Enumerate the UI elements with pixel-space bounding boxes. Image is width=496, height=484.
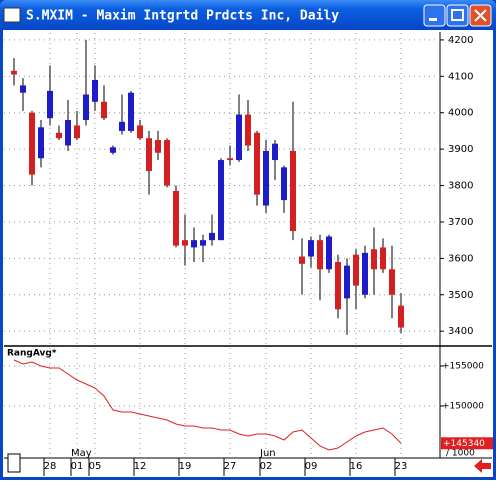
month-label: May [71, 448, 92, 459]
candle-body [227, 158, 233, 161]
candle-body [236, 114, 242, 161]
candle-body [101, 101, 107, 119]
candle-body [65, 120, 71, 146]
candle-body [56, 132, 62, 139]
y-tick-label: 3900 [448, 144, 473, 155]
y-tick-label: +150000 [442, 402, 484, 412]
y-tick-label: 3800 [448, 181, 473, 192]
candle-body [290, 150, 296, 232]
y-tick-label: 4200 [448, 35, 473, 46]
candle-body [353, 254, 359, 286]
window-title: S.MXIM - Maxim Intgrtd Prdcts Inc, Daily [26, 9, 339, 24]
candle-body [191, 240, 197, 248]
x-tick-label: 09 [305, 461, 318, 472]
candle-body [299, 256, 305, 264]
candle-body [317, 240, 323, 270]
candle-body [92, 79, 98, 102]
candle-body [164, 140, 170, 186]
candle-body [155, 140, 161, 153]
candle-body [398, 305, 404, 328]
candle-body [200, 240, 206, 246]
candle-body [263, 150, 269, 206]
candle-body [38, 127, 44, 159]
x-tick-label: 16 [350, 461, 363, 472]
candle-body [254, 132, 260, 195]
x-tick-label: 19 [179, 461, 192, 472]
candle-body [308, 240, 314, 257]
x-tick-label: 28 [44, 461, 57, 472]
y-tick-label: 3700 [448, 217, 473, 228]
y-tick-label: 3500 [448, 290, 473, 301]
scroll-arrow[interactable] [474, 459, 491, 473]
scale-note: / 1000 [446, 449, 475, 459]
candle-body [209, 232, 215, 241]
maximize-button[interactable] [446, 4, 469, 27]
x-tick-label: 27 [224, 461, 237, 472]
candle-body [20, 85, 26, 93]
y-tick-label: 3600 [448, 253, 473, 264]
last-value-label: +145340 [443, 439, 485, 449]
y-tick-label: 3400 [448, 326, 473, 337]
candle-body [74, 125, 80, 139]
candle-body [362, 252, 368, 295]
candle-body [272, 143, 278, 161]
x-tick-label: 12 [134, 461, 147, 472]
candle-body [173, 191, 179, 246]
scroll-box[interactable] [7, 453, 21, 473]
indicator-label: RangAvg* [7, 349, 57, 359]
candle-body [119, 121, 125, 131]
candle-body [83, 94, 89, 121]
month-label: Jun [259, 448, 276, 459]
x-tick-label: 01 [71, 461, 84, 472]
candle-body [371, 249, 377, 270]
app-icon [3, 7, 21, 23]
y-tick-label: 4000 [448, 108, 473, 119]
candle-body [128, 92, 134, 131]
x-tick-label: 05 [89, 461, 102, 472]
close-button[interactable] [469, 4, 492, 27]
line-series [13, 359, 402, 451]
candle-body [11, 70, 17, 75]
candle-body [29, 112, 35, 175]
x-tick-label: 23 [395, 461, 408, 472]
candle-body [389, 269, 395, 295]
candle-body [335, 261, 341, 310]
candle-body [110, 147, 116, 153]
candle-body [182, 240, 188, 246]
candle-body [218, 160, 224, 241]
candle-body [146, 138, 152, 171]
candle-body [245, 114, 251, 146]
x-tick-label: 02 [260, 461, 273, 472]
candle-body [380, 247, 386, 270]
candle-body [281, 167, 287, 201]
candle-body [326, 236, 332, 270]
y-tick-label: 4100 [448, 71, 473, 82]
last-value-box [441, 437, 493, 450]
title-bar [0, 0, 496, 30]
candle-body [137, 125, 143, 139]
candle-body [47, 90, 53, 119]
candle-body [344, 265, 350, 299]
y-tick-label: +155000 [442, 362, 484, 372]
minimize-button[interactable] [423, 4, 446, 27]
